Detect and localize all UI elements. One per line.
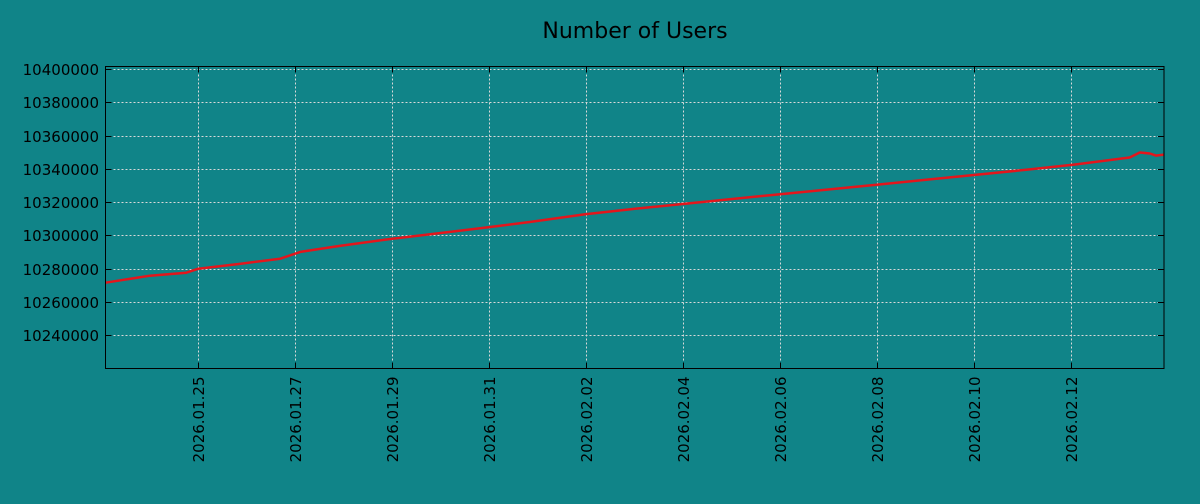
x-tick-label: 2026.01.27 <box>287 377 305 463</box>
chart-title: Number of Users <box>542 19 727 44</box>
grid <box>105 66 1164 369</box>
y-tick-label: 10380000 <box>23 94 99 112</box>
x-tick-label: 2026.02.12 <box>1063 377 1081 463</box>
y-tick-label: 10360000 <box>23 128 99 146</box>
y-tick-label: 10240000 <box>23 327 99 345</box>
x-tick-label: 2026.01.25 <box>190 377 208 463</box>
x-tick-label: 2026.02.02 <box>578 377 596 463</box>
x-tick-label: 2026.02.04 <box>675 377 693 463</box>
x-axis: 2026.01.25 2026.01.27 2026.01.29 2026.01.31… <box>190 66 1081 463</box>
y-tick-label: 10300000 <box>23 227 99 245</box>
y-tick-label: 10320000 <box>23 194 99 212</box>
x-tick-label: 2026.02.10 <box>966 377 984 463</box>
x-tick-label: 2026.02.06 <box>772 377 790 463</box>
series-layer <box>105 151 1165 284</box>
x-tick-label: 2026.01.29 <box>384 377 402 463</box>
plot-frame <box>105 66 1165 369</box>
series-line <box>105 151 1165 284</box>
x-tick-label: 2026.01.31 <box>481 377 499 463</box>
y-tick-label: 10400000 <box>23 61 99 79</box>
y-axis: 10240000 10260000 10280000 10300000 10320000… <box>23 61 1164 345</box>
y-tick-label: 10340000 <box>23 161 99 179</box>
x-tick-label: 2026.02.08 <box>869 377 887 463</box>
y-tick-label: 10280000 <box>23 261 99 279</box>
y-tick-label: 10260000 <box>23 294 99 312</box>
